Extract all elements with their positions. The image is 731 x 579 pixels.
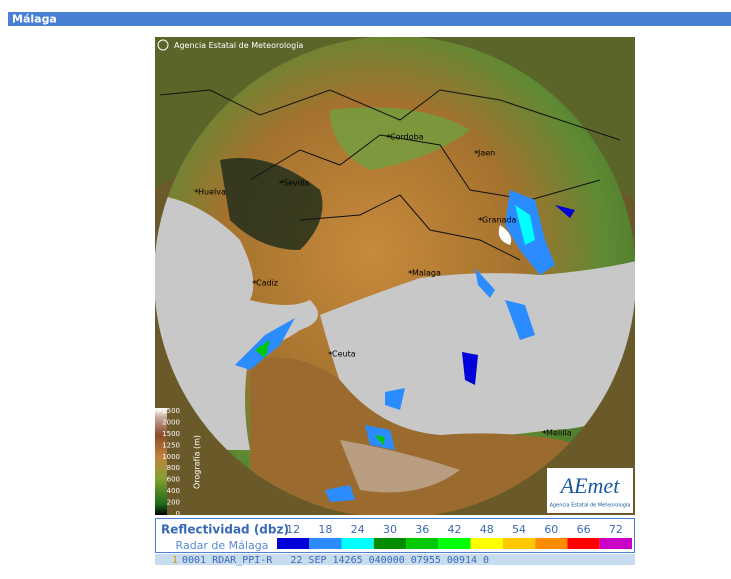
reflectivity-label: 36 — [415, 523, 429, 536]
radar-map: * Cordoba* Jaen* Huelva* Sevilla* Granada* Mal… — [155, 37, 635, 518]
orography-level: 1500 — [162, 430, 180, 438]
reflectivity-label: 24 — [351, 523, 365, 536]
reflectivity-label: 30 — [383, 523, 397, 536]
city-marker: * — [279, 180, 284, 190]
city-marker: * — [474, 150, 479, 160]
city-marker: * — [252, 280, 257, 290]
credit: Agencia Estatal de Meteorología — [174, 41, 303, 50]
orography-bar — [155, 408, 167, 515]
reflectivity-swatch — [535, 538, 568, 549]
reflectivity-swatch — [341, 538, 374, 549]
reflectivity-swatch — [567, 538, 600, 549]
city-label: Ceuta — [332, 350, 356, 359]
orography-level: 200 — [167, 499, 180, 507]
guadalquivir-lowland — [220, 158, 323, 250]
orography-level: 600 — [167, 476, 180, 484]
city-marker: * — [408, 270, 413, 280]
reflectivity-swatch — [373, 538, 407, 549]
atlantic — [155, 195, 318, 450]
reflectivity-label: 42 — [448, 523, 462, 536]
city-marker: * — [386, 134, 391, 144]
reflectivity-swatch — [599, 538, 632, 549]
reflectivity-label: 12 — [286, 523, 300, 536]
reflectivity-swatch — [470, 538, 503, 549]
city-marker: * — [542, 430, 547, 440]
reflectivity-label: 72 — [609, 523, 623, 536]
reflectivity-swatch — [438, 538, 471, 549]
header-bar — [8, 12, 731, 26]
legend-subtitle: Radar de Málaga — [176, 539, 269, 552]
reflectivity-swatch — [406, 538, 439, 549]
reflectivity-swatch — [502, 538, 536, 549]
reflectivity-label: 54 — [512, 523, 526, 536]
logo-name: AEmet — [559, 473, 621, 498]
orography-level: >2500 — [156, 407, 180, 415]
orography-level: 0 — [176, 510, 180, 518]
reflectivity-label: 60 — [544, 523, 558, 536]
city-marker: * — [478, 217, 483, 227]
city-label: Granada — [482, 216, 516, 225]
status-index: 1 — [172, 555, 178, 566]
orography-title: Orografía (m) — [193, 435, 202, 489]
orography-level: 1250 — [162, 441, 180, 449]
city-label: Huelva — [198, 188, 226, 197]
precipitation — [235, 190, 575, 502]
city-label: Jaen — [477, 149, 495, 158]
city-labels: * Cordoba* Jaen* Huelva* Sevilla* Granada* Mal… — [194, 133, 572, 440]
reflectivity-label: 18 — [318, 523, 332, 536]
logo-box — [547, 468, 633, 513]
reflectivity-scale: 12 18 24 30 36 42 48 54 60 66 72 — [277, 523, 632, 549]
rif-peaks — [340, 440, 460, 493]
status-bar — [155, 554, 635, 565]
logo-subtitle: Agencia Estatal de Meteorología — [550, 502, 631, 509]
city-label: Cadiz — [256, 279, 278, 288]
header-title: Málaga — [12, 13, 57, 26]
orography-level: 400 — [167, 487, 180, 495]
copyright-icon — [157, 39, 169, 51]
orography-level: 1000 — [162, 453, 180, 461]
reflectivity-label: 48 — [480, 523, 494, 536]
city-label: Melilla — [546, 429, 572, 438]
orography-level: 800 — [167, 464, 180, 472]
legend-title: Reflectividad (dbz) — [161, 523, 289, 537]
city-label: Sevilla — [283, 179, 309, 188]
city-label: Cordoba — [390, 133, 424, 142]
reflectivity-label: 66 — [577, 523, 591, 536]
reflectivity-swatch — [277, 538, 310, 549]
city-marker: * — [194, 189, 199, 199]
reflectivity-swatch — [309, 538, 342, 549]
city-marker: * — [328, 351, 333, 361]
city-label: Malaga — [412, 269, 441, 278]
status-text: 0001 RDAR_PPI-R 22 SEP 14265 040000 0795… — [182, 555, 489, 566]
orography-level: 2000 — [162, 418, 180, 426]
